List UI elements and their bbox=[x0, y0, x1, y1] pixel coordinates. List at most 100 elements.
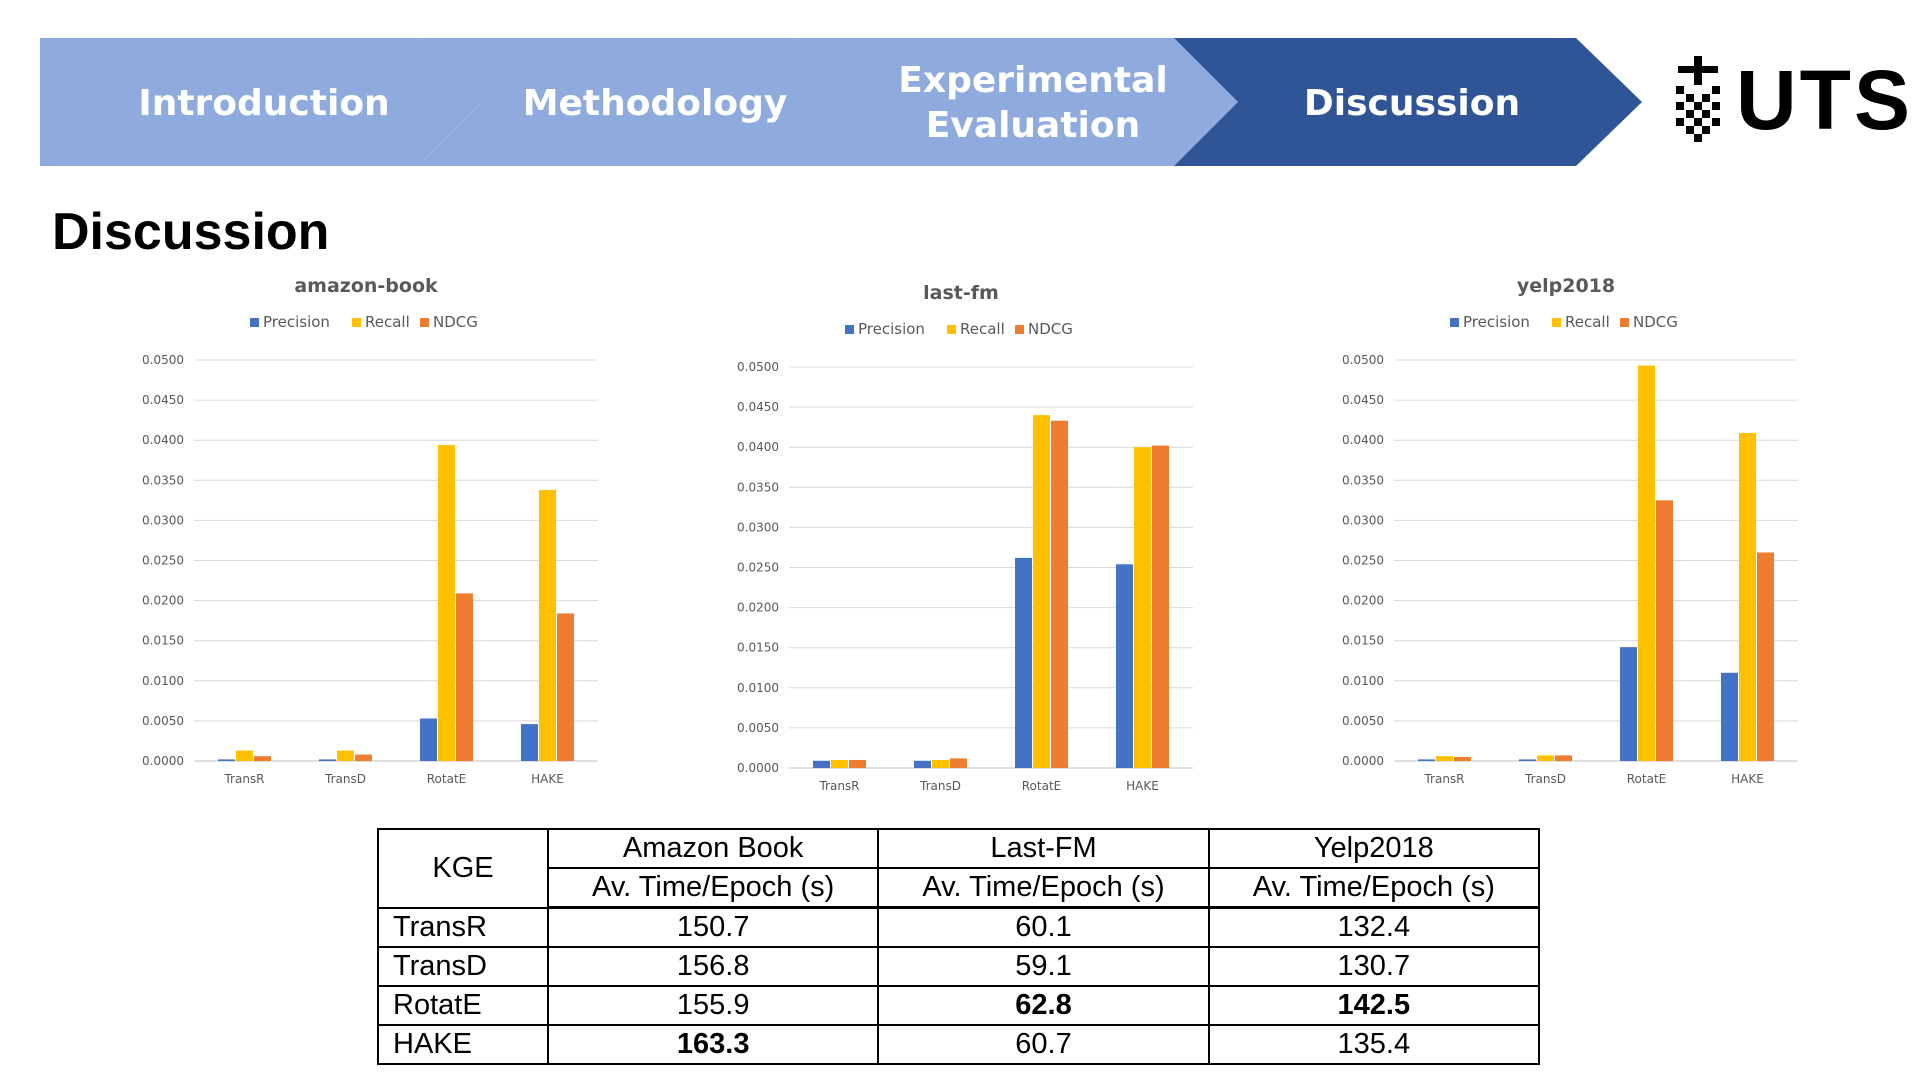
table-row: TransR 150.7 60.1 132.4 bbox=[377, 906, 1541, 948]
table-cell-value: 155.9 bbox=[546, 985, 880, 1026]
bar-ndcg bbox=[950, 758, 967, 768]
y-tick-label: 0.0300 bbox=[1342, 513, 1384, 527]
bar-group-hake bbox=[521, 489, 574, 761]
bar-recall bbox=[1537, 755, 1554, 761]
x-tick-label: TransD bbox=[919, 779, 961, 792]
bar-precision bbox=[914, 760, 931, 768]
bar-group-transr bbox=[218, 750, 271, 761]
y-tick-label: 0.0450 bbox=[142, 393, 184, 407]
nav-step-label: Introduction bbox=[138, 83, 389, 124]
table-header-row: KGE Amazon Book Last-FM Yelp2018 bbox=[377, 828, 1541, 909]
y-tick-label: 0.0000 bbox=[1342, 754, 1384, 768]
y-tick-label: 0.0400 bbox=[142, 433, 184, 447]
chart-title: amazon-book bbox=[294, 275, 438, 297]
uts-crest-icon bbox=[1676, 56, 1720, 142]
y-tick-label: 0.0150 bbox=[1342, 634, 1384, 648]
y-tick-label: 0.0200 bbox=[142, 594, 184, 608]
y-tick-label: 0.0450 bbox=[737, 400, 779, 414]
bar-ndcg bbox=[557, 613, 574, 761]
y-tick-label: 0.0100 bbox=[1342, 674, 1384, 688]
chart-amazon-book: amazon-book Precision Recall NDCG 0.0000 0.00… bbox=[142, 275, 598, 785]
bar-recall bbox=[831, 759, 848, 768]
nav-step-introduction[interactable]: Introduction bbox=[40, 38, 482, 166]
nav-step-label: Methodology bbox=[523, 83, 788, 124]
y-tick-label: 0.0200 bbox=[1342, 594, 1384, 608]
bar-ndcg bbox=[1454, 756, 1471, 761]
table-metric-header: Av. Time/Epoch (s) bbox=[877, 867, 1210, 909]
y-tick-label: 0.0500 bbox=[737, 360, 779, 374]
bar-ndcg bbox=[1656, 500, 1673, 761]
bar-recall bbox=[1638, 365, 1655, 761]
y-tick-label: 0.0500 bbox=[142, 353, 184, 367]
x-tick-label: RotatE bbox=[427, 772, 467, 785]
bar-precision bbox=[420, 718, 437, 761]
y-tick-label: 0.0250 bbox=[1342, 554, 1384, 568]
y-tick-label: 0.0050 bbox=[1342, 714, 1384, 728]
legend-label: Recall bbox=[960, 320, 1005, 338]
x-tick-label: HAKE bbox=[531, 772, 564, 785]
nav-step-methodology[interactable]: Methodology bbox=[418, 38, 860, 166]
bar-recall bbox=[1033, 415, 1050, 768]
nav-step-label-line2: Evaluation bbox=[926, 105, 1141, 146]
bar-precision bbox=[1620, 647, 1637, 761]
legend-label: Recall bbox=[365, 313, 410, 331]
bar-recall bbox=[1436, 756, 1453, 761]
bar-ndcg bbox=[1757, 552, 1774, 761]
nav-step-experimental-evaluation[interactable]: Experimental Evaluation bbox=[796, 38, 1238, 166]
legend-item-ndcg: NDCG bbox=[420, 313, 478, 331]
table-metric-header: Av. Time/Epoch (s) bbox=[1207, 867, 1541, 909]
bar-group-transd bbox=[914, 758, 967, 768]
chart-legend: Precision Recall NDCG bbox=[845, 320, 1073, 338]
legend-swatch bbox=[250, 318, 259, 327]
table-cell-value: 150.7 bbox=[546, 906, 880, 948]
bar-ndcg bbox=[1152, 445, 1169, 768]
y-tick-label: 0.0150 bbox=[142, 634, 184, 648]
y-tick-label: 0.0350 bbox=[142, 473, 184, 487]
legend-item-ndcg: NDCG bbox=[1620, 313, 1678, 331]
table-cell-value: 156.8 bbox=[546, 946, 880, 987]
y-tick-label: 0.0400 bbox=[737, 440, 779, 454]
chart-last-fm: last-fm Precision Recall NDCG 0.0000 0.0050 0.… bbox=[737, 282, 1193, 792]
bar-ndcg bbox=[849, 759, 866, 768]
bar-group-transr bbox=[1418, 756, 1471, 761]
bar-precision bbox=[1116, 564, 1133, 768]
bar-precision bbox=[319, 759, 336, 761]
table-cell-value: 59.1 bbox=[877, 946, 1210, 987]
y-tick-label: 0.0250 bbox=[142, 554, 184, 568]
table-cell-value: 60.1 bbox=[877, 906, 1210, 948]
bar-precision bbox=[1418, 759, 1435, 761]
y-tick-label: 0.0250 bbox=[737, 561, 779, 575]
legend-item-recall: Recall bbox=[352, 313, 410, 331]
y-tick-label: 0.0050 bbox=[737, 721, 779, 735]
table-metric-row: Av. Time/Epoch (s) Av. Time/Epoch (s) Av… bbox=[378, 867, 1541, 909]
y-tick-label: 0.0450 bbox=[1342, 393, 1384, 407]
chart-legend: Precision Recall NDCG bbox=[1450, 313, 1678, 331]
y-tick-label: 0.0150 bbox=[737, 641, 779, 655]
legend-swatch bbox=[1450, 318, 1459, 327]
y-tick-label: 0.0500 bbox=[1342, 353, 1384, 367]
bar-precision bbox=[1015, 557, 1032, 768]
bar-recall bbox=[438, 445, 455, 761]
table-row: HAKE 163.3 60.7 135.4 bbox=[377, 1024, 1541, 1065]
table-cell-value: 132.4 bbox=[1207, 906, 1541, 948]
y-tick-label: 0.0350 bbox=[1342, 473, 1384, 487]
bar-ndcg bbox=[1555, 755, 1572, 761]
legend-label: NDCG bbox=[1028, 320, 1073, 338]
bar-ndcg bbox=[456, 593, 473, 761]
bar-ndcg bbox=[355, 754, 372, 761]
legend-label: Precision bbox=[858, 320, 925, 338]
bar-recall bbox=[932, 759, 949, 768]
legend-swatch bbox=[845, 325, 854, 334]
uts-logo-text: UTS bbox=[1736, 53, 1913, 147]
x-tick-label: HAKE bbox=[1731, 772, 1764, 785]
table-metric-header: Av. Time/Epoch (s) bbox=[546, 867, 880, 909]
bar-group-rotate bbox=[420, 445, 473, 761]
legend-swatch bbox=[420, 318, 429, 327]
time-per-epoch-table: KGE Amazon Book Last-FM Yelp2018 Av. Tim… bbox=[377, 828, 1541, 1065]
y-tick-label: 0.0400 bbox=[1342, 433, 1384, 447]
table-dataset-header: Yelp2018 bbox=[1207, 828, 1541, 869]
legend-label: Precision bbox=[1463, 313, 1530, 331]
bar-group-transd bbox=[1519, 755, 1572, 761]
nav-step-discussion[interactable]: Discussion bbox=[1174, 38, 1642, 166]
table-cell-value: 62.8 bbox=[877, 985, 1210, 1026]
